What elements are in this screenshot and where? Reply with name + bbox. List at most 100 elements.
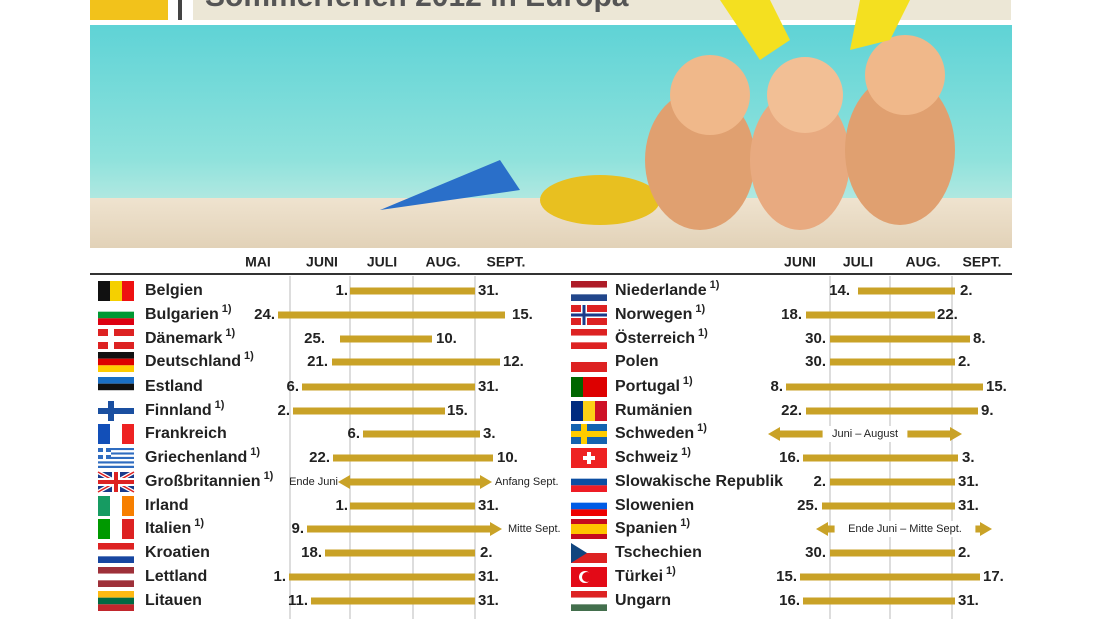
period-bar [325,549,475,557]
footnote: 1) [215,399,225,411]
flag-part [98,456,134,460]
flag-part [571,534,607,539]
end-label: 2. [480,544,493,561]
flag-part [98,450,134,453]
end-label: 10. [436,330,457,347]
flag-part [98,556,134,563]
flag-part [571,591,607,598]
flag [571,519,607,539]
country-label: Dänemark [145,330,222,347]
flag-part [571,604,607,611]
country-name: Österreich 1) [615,327,708,347]
flag [571,305,607,325]
flag-part [98,454,134,457]
flag-part [595,377,607,397]
flag [98,519,134,539]
flag-part [98,311,134,319]
country-label: Irland [145,497,189,514]
country-label: Türkei [615,568,663,585]
country-label: Österreich [615,328,695,347]
start-label: 22. [781,402,802,419]
flag-part [571,597,607,605]
start-label: 8. [770,378,783,395]
start-label: 6. [286,378,299,395]
flag-part [571,519,607,524]
start-label: 2. [277,402,290,419]
flag-part [571,543,607,553]
country-name: Slowakische Republik [615,473,783,490]
flag-part [583,401,595,421]
flag-part [98,358,134,366]
flag [98,377,134,397]
flag [571,496,607,516]
country-name: Niederlande 1) [615,279,720,299]
country-name: Rumänien [615,402,692,419]
flag [98,567,134,587]
country-name: Spanien 1) [615,517,690,537]
flag-part [571,377,583,397]
start-label: 30. [805,544,826,561]
country-name: Belgien [145,282,203,299]
flag [571,281,607,301]
flag [571,424,607,444]
flag-part [98,281,110,301]
flag-part [571,478,607,486]
country-name: Irland [145,497,189,514]
flag [571,591,607,611]
flag [98,281,134,301]
country-label: Tschechien [615,544,702,561]
flag-part [595,401,607,421]
arrow-head [480,475,492,489]
country-name: Frankreich [145,425,227,442]
start-label: 16. [779,592,800,609]
month-label: SEPT. [487,254,526,270]
period-bar [830,549,955,557]
end-label: 2. [958,544,971,561]
start-label: 14. [829,282,850,299]
flag-part [110,496,122,516]
flag [571,401,607,421]
period-bar [293,407,445,415]
start-label: 25. [304,330,325,347]
country-name: Schweden 1) [615,422,707,442]
flag-part [571,335,607,343]
flag-part [98,336,134,342]
flag-part [583,377,595,397]
country-label: Italien [145,520,191,537]
country-label: Finnland [145,402,212,419]
footnote: 1) [194,517,204,529]
period-bar [350,287,475,295]
country-label: Deutschland [145,353,241,370]
period-bar [289,573,475,581]
period-bar [822,502,955,510]
arrow-head [768,427,780,441]
label-bg [834,521,976,537]
flag-part [98,567,134,574]
end-label: 10. [497,449,518,466]
start-label: 15. [776,568,797,585]
period-bar [803,454,958,462]
flag-part [98,452,111,455]
footnote: 1) [244,350,254,362]
flag-part [571,342,607,349]
period-bar [830,478,955,486]
flag-part [571,287,607,295]
country-label: Niederlande [615,282,707,299]
flag-part [583,456,595,460]
flag [97,470,135,494]
flag-part [98,390,134,397]
end-label: 9. [981,402,994,419]
period-bar [340,335,432,343]
country-label: Slowenien [615,497,694,514]
end-label: 15. [512,306,533,323]
start-label: 18. [781,306,802,323]
arrow-head [338,475,350,489]
country-name: Italien 1) [145,517,204,537]
country-name: Tschechien [615,544,702,561]
end-label: 2. [958,353,971,370]
logo-box [90,0,168,20]
country-name: Slowenien [615,497,694,514]
flag-part [571,509,607,516]
country-label: Schweden [615,425,694,442]
